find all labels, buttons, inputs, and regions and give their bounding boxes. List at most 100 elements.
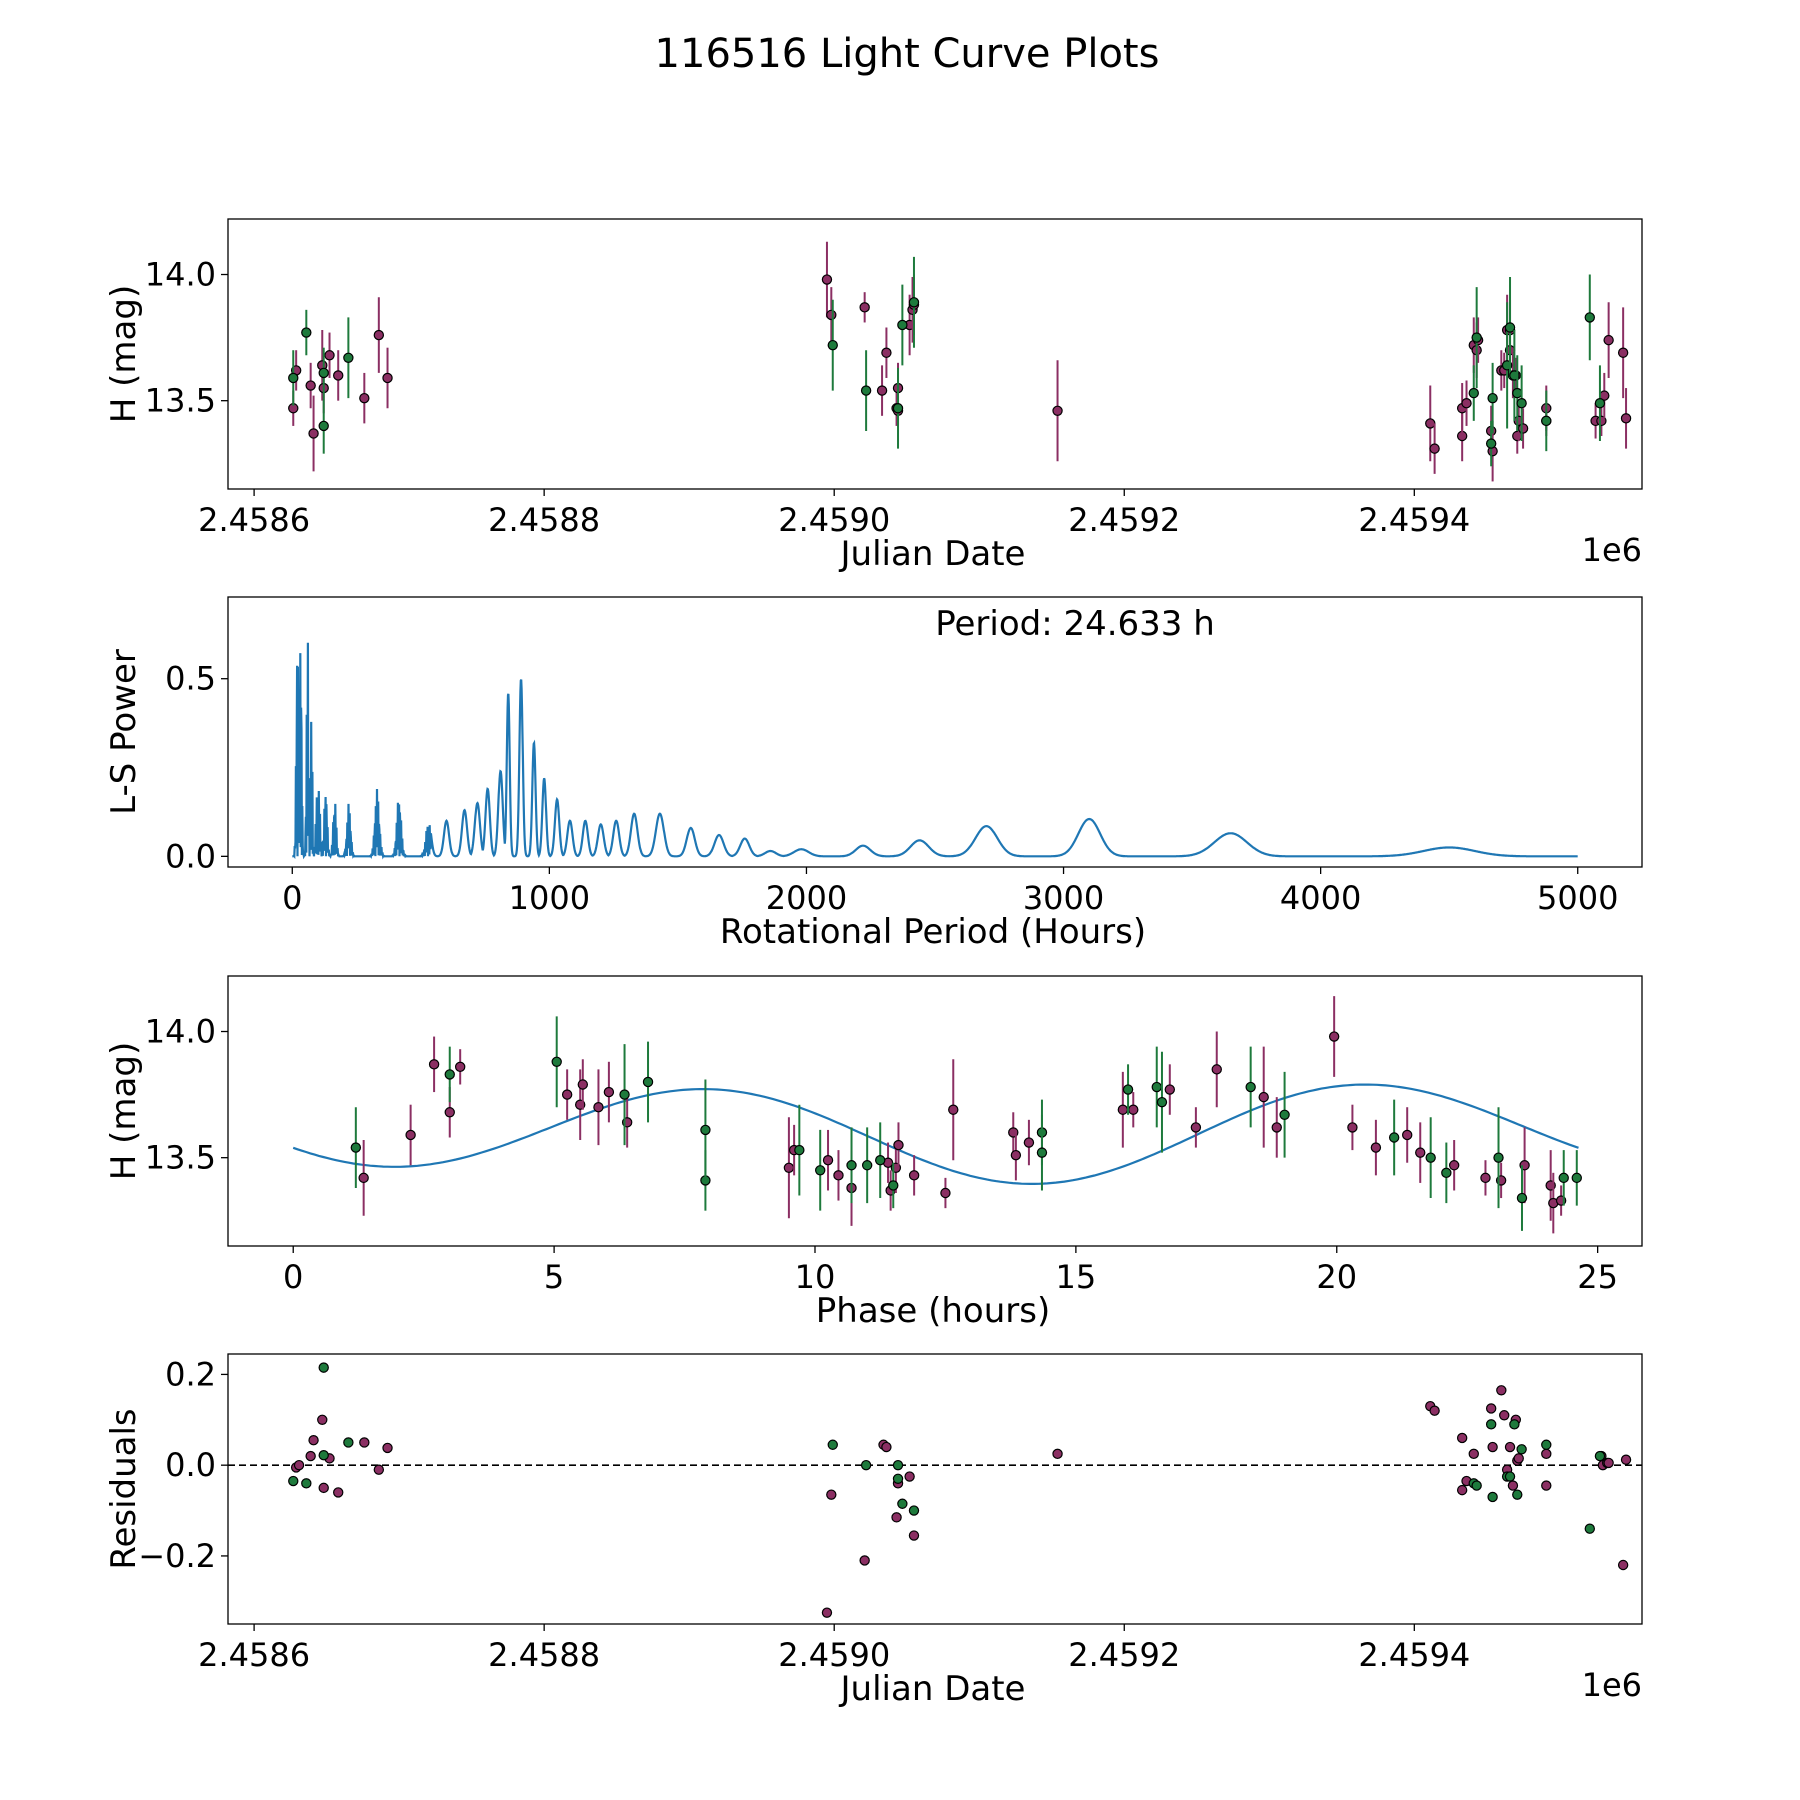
phase-point-purple (603, 1086, 615, 1098)
phase-point-purple (822, 1155, 834, 1166)
resid-xtick-label: 2.4594 (1358, 1636, 1470, 1674)
resid-point-green (343, 1437, 354, 1448)
phase-point-purple (1128, 1104, 1139, 1115)
lc-point-green (318, 367, 329, 379)
lc-point-purple (1425, 418, 1436, 429)
panel-ls: Period: 24.633 h 0 1000 2000 3000 4000 5000 0.0… (104, 596, 1643, 952)
phase-point-green (551, 1056, 562, 1067)
ls-period-annotation: Period: 24.633 h (935, 604, 1215, 644)
ls-ytick-label: 0.0 (165, 837, 216, 875)
resid-point-purple (1513, 1453, 1524, 1464)
resid-point-green (318, 1449, 329, 1461)
lc-xtick-label: 2.4594 (1358, 501, 1470, 539)
lc-point-green (288, 372, 299, 384)
phase-point-green (1425, 1152, 1436, 1163)
lc-point-green (1487, 392, 1498, 404)
panel-phase: 0 5 10 15 20 25 13.5 14.0 Phase (hours) H (mag) (104, 975, 1643, 1331)
lc-point-green (860, 385, 872, 396)
resid-point-green (908, 1505, 920, 1516)
phase-ytick-label: 14.0 (145, 1013, 216, 1051)
ls-ytick-label: 0.5 (165, 660, 216, 698)
resid-point-purple (359, 1437, 370, 1448)
phase-point-purple (577, 1079, 589, 1090)
phase-point-green (875, 1155, 886, 1166)
ls-power-line (292, 642, 1578, 860)
lc-point-green (1485, 438, 1497, 449)
resid-point-purple (859, 1555, 870, 1566)
phase-ylabel: H (mag) (104, 1042, 144, 1180)
lc-marks (288, 241, 1632, 482)
ls-xtick-label: 2000 (766, 879, 847, 917)
panel-resid: 2.4586 2.4588 2.4590 2.4592 2.4594 −0.2 0.0 0.2… (104, 1353, 1643, 1709)
lc-point-green (892, 403, 904, 414)
phase-point-purple (1415, 1147, 1426, 1158)
resid-ytick-label: 0.0 (165, 1446, 216, 1484)
lc-point-purple (876, 385, 888, 396)
phase-xtick-label: 20 (1316, 1258, 1357, 1296)
ls-xlabel: Rotational Period (Hours) (720, 912, 1146, 952)
panel-lc: 2.4586 2.4588 2.4590 2.4592 2.4594 13.5 14.0 Ju… (104, 218, 1643, 574)
resid-point-purple (1620, 1454, 1632, 1465)
lc-point-purple (1620, 413, 1632, 424)
lc-point-purple (1429, 443, 1440, 454)
resid-point-purple (308, 1435, 319, 1446)
resid-point-green (1516, 1444, 1527, 1455)
lc-ytick-label: 13.5 (145, 382, 216, 420)
resid-point-green (897, 1498, 908, 1509)
resid-point-green (1512, 1489, 1523, 1500)
phase-point-purple (948, 1104, 959, 1115)
phase-point-purple (405, 1129, 416, 1141)
lc-point-green (1541, 415, 1552, 427)
phase-point-purple (1117, 1104, 1129, 1115)
phase-point-purple (1480, 1172, 1491, 1184)
ls-xtick-label: 0 (282, 879, 302, 917)
lc-point-green (301, 327, 312, 338)
phase-point-purple (1370, 1142, 1382, 1153)
lc-point-green (1468, 387, 1479, 399)
resid-point-green (1471, 1480, 1482, 1491)
resid-point-green (288, 1475, 299, 1487)
resid-point-green (1485, 1419, 1497, 1430)
ls-ylabel: L-S Power (104, 649, 144, 815)
resid-point-green (1504, 1471, 1516, 1482)
phase-point-green (1558, 1172, 1569, 1184)
phase-point-purple (1190, 1122, 1202, 1133)
resid-point-green (1584, 1523, 1595, 1534)
resid-point-purple (373, 1464, 385, 1475)
lc-point-purple (1517, 423, 1529, 434)
phase-point-purple (1164, 1084, 1175, 1095)
lc-xlabel: Julian Date (839, 534, 1026, 574)
resid-point-purple (1468, 1448, 1479, 1460)
lc-frame (227, 218, 1643, 490)
resid-ytick-label: −0.2 (138, 1537, 216, 1575)
phase-xtick-label: 0 (283, 1258, 303, 1296)
phase-xtick-label: 5 (544, 1258, 564, 1296)
resid-point-purple (317, 1414, 328, 1425)
phase-xtick-label: 10 (795, 1258, 836, 1296)
resid-point-purple (904, 1471, 915, 1482)
lc-point-green (1584, 312, 1595, 323)
phase-marks (350, 996, 1582, 1234)
phase-point-purple (1328, 1031, 1340, 1042)
phase-point-green (1245, 1081, 1256, 1093)
phase-ytick-label: 13.5 (145, 1139, 216, 1177)
phase-point-green (1516, 1192, 1528, 1204)
phase-point-purple (1448, 1160, 1460, 1171)
phase-point-green (1493, 1152, 1504, 1163)
lc-point-green (343, 352, 354, 363)
resid-point-green (827, 1439, 838, 1450)
resid-point-purple (1429, 1405, 1440, 1416)
phase-point-green (1156, 1096, 1168, 1108)
lc-offset-label: 1e6 (1582, 531, 1642, 569)
ls-xtick-label: 4000 (1280, 879, 1361, 917)
resid-xtick-label: 2.4586 (198, 1636, 310, 1674)
lc-point-purple (324, 350, 335, 361)
lc-point-purple (826, 309, 837, 321)
phase-point-purple (893, 1139, 904, 1151)
lc-ytick-label: 14.0 (145, 256, 216, 294)
lc-point-purple (359, 392, 370, 404)
ls-xtick-label: 5000 (1537, 879, 1618, 917)
resid-point-purple (382, 1442, 393, 1454)
resid-frame (227, 1353, 1643, 1625)
